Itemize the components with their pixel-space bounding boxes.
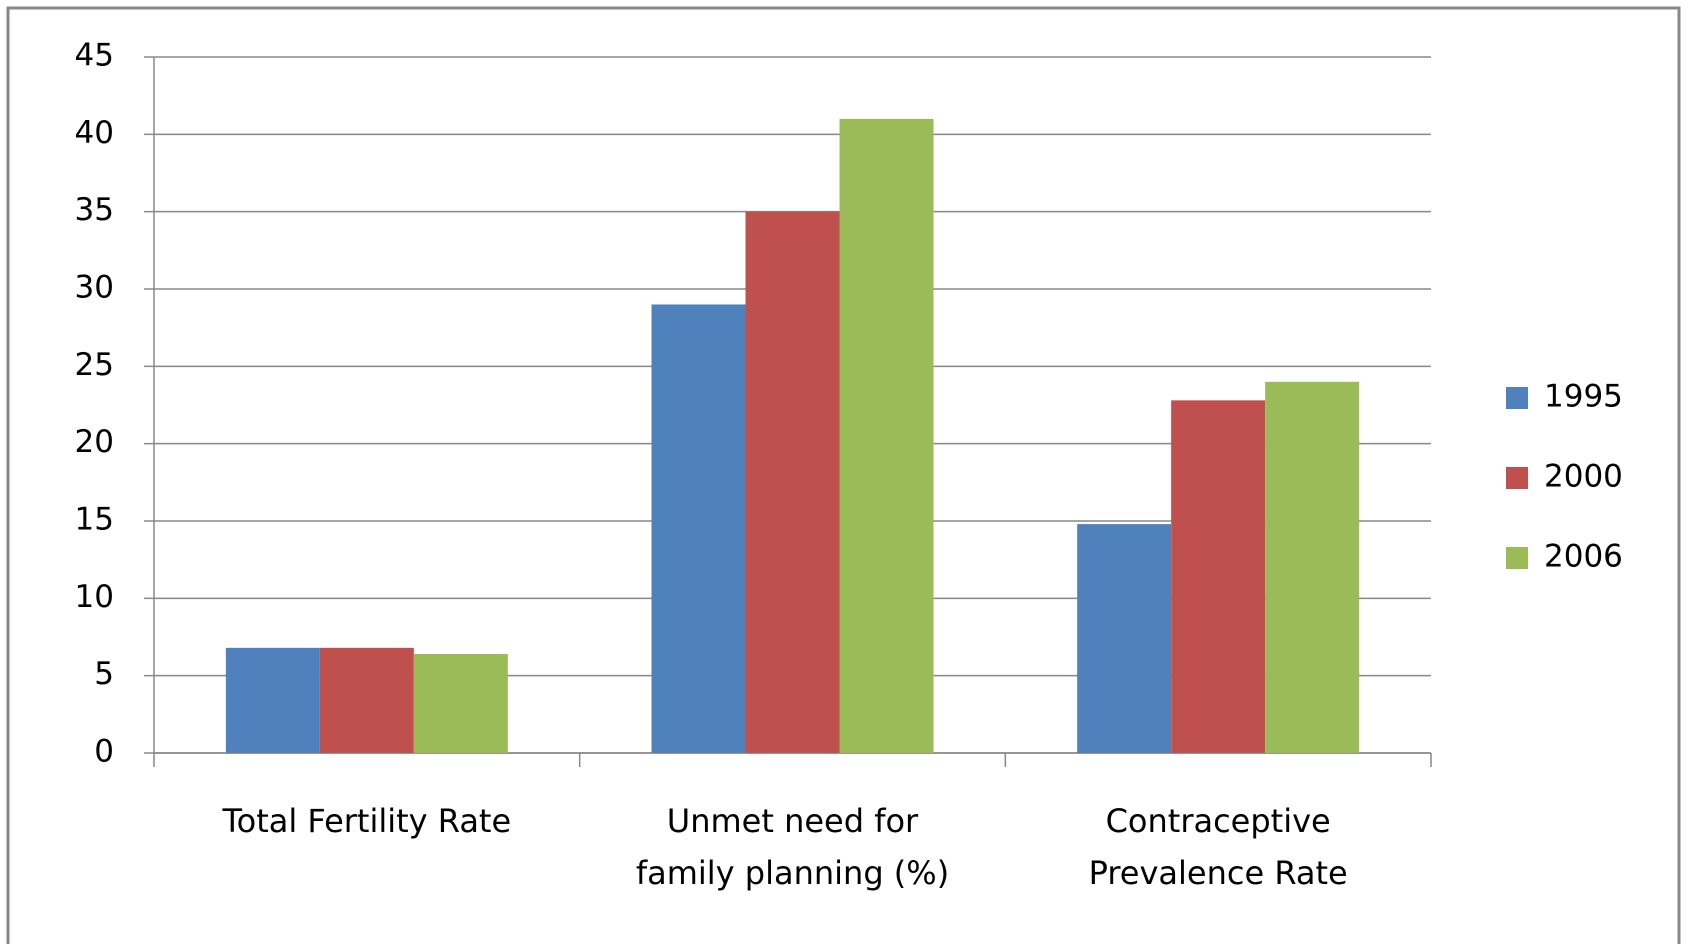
legend-label: 2006 bbox=[1544, 539, 1623, 575]
y-tick-label: 20 bbox=[75, 424, 114, 460]
legend-label: 1995 bbox=[1544, 379, 1623, 415]
legend-swatch bbox=[1506, 467, 1528, 489]
bar bbox=[839, 118, 934, 753]
y-tick-label: 0 bbox=[94, 734, 114, 770]
y-tick-label: 35 bbox=[75, 192, 114, 228]
legend-label: 2000 bbox=[1544, 459, 1623, 495]
bar bbox=[225, 647, 320, 753]
y-tick-label: 30 bbox=[75, 270, 114, 306]
y-tick-label: 10 bbox=[75, 579, 114, 615]
x-tick-label: Unmet need for family planning (%) bbox=[635, 802, 950, 892]
x-tick-label: Total Fertility Rate bbox=[222, 802, 512, 840]
x-tick-label: Contraceptive Prevalence Rate bbox=[1088, 802, 1348, 892]
bar bbox=[1265, 381, 1360, 753]
y-tick-label: 40 bbox=[75, 115, 114, 151]
bar bbox=[651, 304, 746, 753]
legend-swatch bbox=[1506, 547, 1528, 569]
y-tick-label: 45 bbox=[75, 38, 114, 74]
bar bbox=[413, 654, 508, 753]
frame bbox=[6, 6, 1681, 944]
y-tick-label: 5 bbox=[94, 656, 114, 692]
bar bbox=[1077, 524, 1172, 753]
y-tick-label: 15 bbox=[75, 502, 114, 538]
bar bbox=[1171, 400, 1266, 753]
legend-swatch bbox=[1506, 387, 1528, 409]
y-tick-label: 25 bbox=[75, 347, 114, 383]
bar bbox=[745, 211, 840, 753]
bar bbox=[319, 647, 414, 753]
